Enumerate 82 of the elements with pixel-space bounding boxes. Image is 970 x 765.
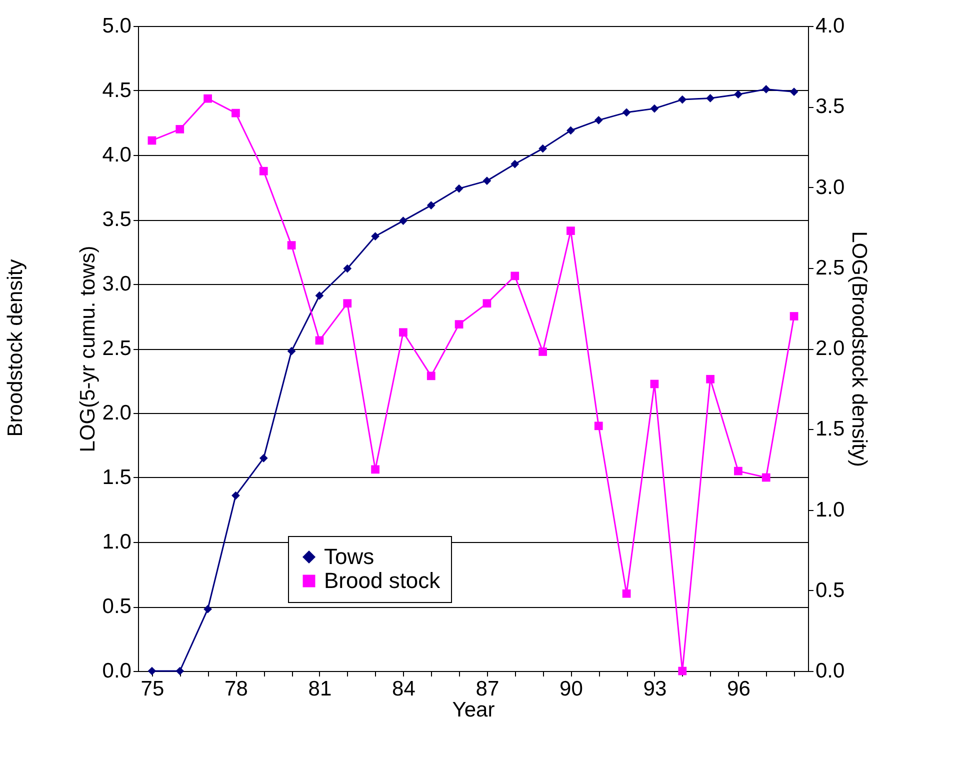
point xyxy=(734,90,742,99)
point xyxy=(287,346,296,356)
point xyxy=(259,454,268,462)
x-tick-label: 84 xyxy=(392,678,416,700)
y2-tick-label: 2.5 xyxy=(816,256,845,280)
point xyxy=(426,201,436,210)
y-axis-title: LOG(5-yr cumu. tows) xyxy=(76,246,100,452)
y-tick-label: 2.0 xyxy=(102,402,132,424)
y-tick-label: 1.5 xyxy=(102,466,132,489)
y2-tick-label: 0.0 xyxy=(816,660,845,682)
point xyxy=(482,299,492,308)
point xyxy=(762,85,770,94)
point xyxy=(510,272,520,280)
legend-label: Tows xyxy=(324,544,374,569)
x-tick-label: 90 xyxy=(560,678,583,700)
point xyxy=(399,328,408,337)
point xyxy=(594,116,603,124)
point xyxy=(650,380,659,388)
point xyxy=(706,94,714,102)
point xyxy=(650,104,659,113)
y-tick-label: 5.0 xyxy=(102,14,132,38)
point xyxy=(622,108,631,117)
point xyxy=(678,95,687,104)
y-tick-label: 3.0 xyxy=(102,272,132,296)
y2-tick-label: 4.0 xyxy=(816,14,845,38)
point xyxy=(706,374,714,384)
x-tick-label: 96 xyxy=(727,678,750,700)
legend-label: Brood stock xyxy=(324,568,442,593)
point xyxy=(454,320,464,328)
point xyxy=(790,312,798,320)
y2-tick-label: 3.0 xyxy=(816,176,845,199)
y-tick-label: 3.5 xyxy=(102,208,132,231)
point xyxy=(204,604,212,614)
point xyxy=(204,94,212,103)
y2-tick-label: 2.0 xyxy=(816,337,845,360)
point xyxy=(343,264,352,273)
x-tick-label: 87 xyxy=(476,678,500,700)
x-axis-title: Year xyxy=(452,698,495,722)
point xyxy=(343,299,352,308)
point xyxy=(678,666,687,676)
y-tick-label: 2.5 xyxy=(102,337,132,360)
point xyxy=(734,466,742,476)
y-tick-label: 4.5 xyxy=(102,79,132,102)
point xyxy=(510,160,520,168)
y-tick-label: 4.0 xyxy=(102,144,132,166)
point xyxy=(315,336,324,345)
point xyxy=(566,126,575,135)
point xyxy=(622,589,631,598)
point xyxy=(232,491,240,500)
y-tick-label: 0.5 xyxy=(102,595,132,618)
y2-tick-label: 1.0 xyxy=(816,498,845,522)
point xyxy=(790,88,798,96)
point xyxy=(259,166,268,176)
point xyxy=(232,108,240,118)
y2-tick-label: 3.5 xyxy=(816,95,845,118)
point xyxy=(315,291,324,300)
point xyxy=(426,372,436,380)
point xyxy=(538,144,547,153)
x-tick-label: 81 xyxy=(308,678,332,700)
point xyxy=(176,666,184,676)
x-tick-label: 78 xyxy=(224,678,248,700)
point xyxy=(482,176,492,185)
point xyxy=(371,465,380,474)
y-tick-label: 0.0 xyxy=(102,660,132,682)
x-tick-label: 75 xyxy=(140,678,164,700)
point xyxy=(566,226,575,235)
point xyxy=(399,216,408,225)
x-tick-label: 93 xyxy=(643,678,667,700)
point xyxy=(371,232,380,240)
text: Broodstock density xyxy=(4,258,27,437)
point xyxy=(454,184,464,193)
point xyxy=(594,422,603,430)
point xyxy=(762,473,770,482)
point xyxy=(148,666,156,676)
point xyxy=(538,348,547,356)
y2-axis-title: LOG(Broodstock density) xyxy=(848,231,871,467)
y-tick-label: 1.0 xyxy=(102,530,132,554)
y2-tick-label: 1.5 xyxy=(816,418,845,441)
point xyxy=(287,241,296,250)
y2-tick-label: 0.5 xyxy=(816,578,845,602)
point xyxy=(148,136,156,145)
point xyxy=(176,125,184,134)
